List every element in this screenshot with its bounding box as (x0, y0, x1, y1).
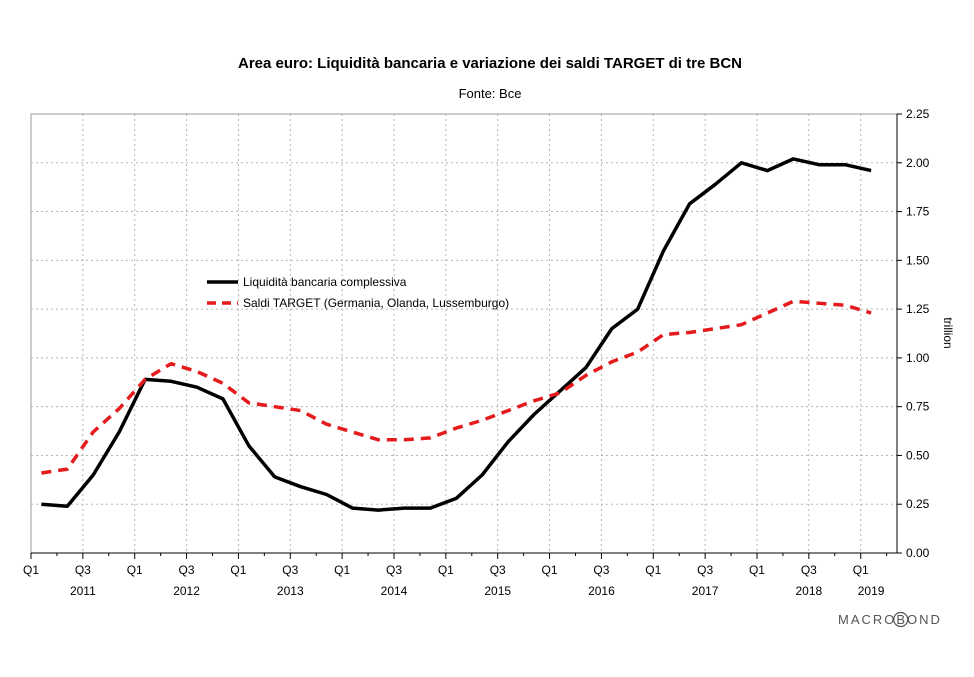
x-year-label: 2019 (858, 584, 885, 598)
y-tick-label: 1.25 (906, 302, 930, 316)
y-tick-label: 2.25 (906, 107, 930, 121)
x-tick-label: Q1 (334, 563, 350, 577)
y-tick-label: 0.00 (906, 546, 930, 560)
x-year-label: 2017 (692, 584, 719, 598)
macrobond-logo-text: MACROBOND (838, 612, 942, 627)
x-year-label: 2016 (588, 584, 615, 598)
x-year-label: 2013 (277, 584, 304, 598)
y-tick-label: 1.00 (906, 351, 930, 365)
legend-label-target: Saldi TARGET (Germania, Olanda, Lussembu… (243, 296, 509, 310)
x-tick-label: Q1 (230, 563, 246, 577)
y-tick-label: 1.75 (906, 205, 930, 219)
series-line-1 (41, 299, 872, 475)
x-tick-label: Q3 (490, 563, 506, 577)
x-tick-label: Q3 (593, 563, 609, 577)
x-tick-label: Q1 (438, 563, 454, 577)
legend-label-liquidita: Liquidità bancaria complessiva (243, 275, 407, 289)
x-tick-label: Q1 (853, 563, 869, 577)
series-layer (41, 157, 872, 512)
x-tick-label: Q3 (179, 563, 195, 577)
x-tick-label: Q1 (23, 563, 39, 577)
x-tick-label: Q3 (801, 563, 817, 577)
series-line-0 (41, 157, 872, 512)
grid-layer (31, 114, 897, 553)
axis-layer: 0.00 0.25 0.50 0.75 1.00 1.25 1.50 1.75 2.00 2.25… (23, 107, 930, 598)
y-axis-label: trillion (941, 317, 955, 348)
x-tick-label: Q1 (127, 563, 143, 577)
x-year-label: 2011 (70, 584, 96, 598)
x-tick-label: Q3 (75, 563, 91, 577)
x-year-label: 2012 (173, 584, 200, 598)
y-tick-label: 2.00 (906, 156, 930, 170)
x-tick-label: Q3 (282, 563, 298, 577)
x-tick-label: Q1 (645, 563, 661, 577)
macrobond-logo: MACROBOND (838, 611, 942, 628)
macrobond-logo-ring-icon (893, 611, 909, 628)
x-tick-label: Q1 (542, 563, 558, 577)
plot-frame (30, 113, 898, 554)
x-year-label: 2018 (795, 584, 822, 598)
x-tick-label: Q3 (697, 563, 713, 577)
y-tick-label: 0.75 (906, 400, 930, 414)
x-tick-label: Q1 (749, 563, 765, 577)
y-tick-label: 1.50 (906, 253, 930, 267)
x-tick-label: Q3 (386, 563, 402, 577)
chart-title: Area euro: Liquidità bancaria e variazio… (238, 55, 742, 72)
y-tick-label: 0.50 (906, 448, 930, 462)
x-year-label: 2014 (381, 584, 408, 598)
legend: Liquidità bancaria complessiva Saldi TAR… (207, 275, 509, 310)
chart-subtitle: Fonte: Bce (459, 86, 522, 101)
y-tick-label: 0.25 (906, 497, 930, 511)
x-year-label: 2015 (484, 584, 511, 598)
